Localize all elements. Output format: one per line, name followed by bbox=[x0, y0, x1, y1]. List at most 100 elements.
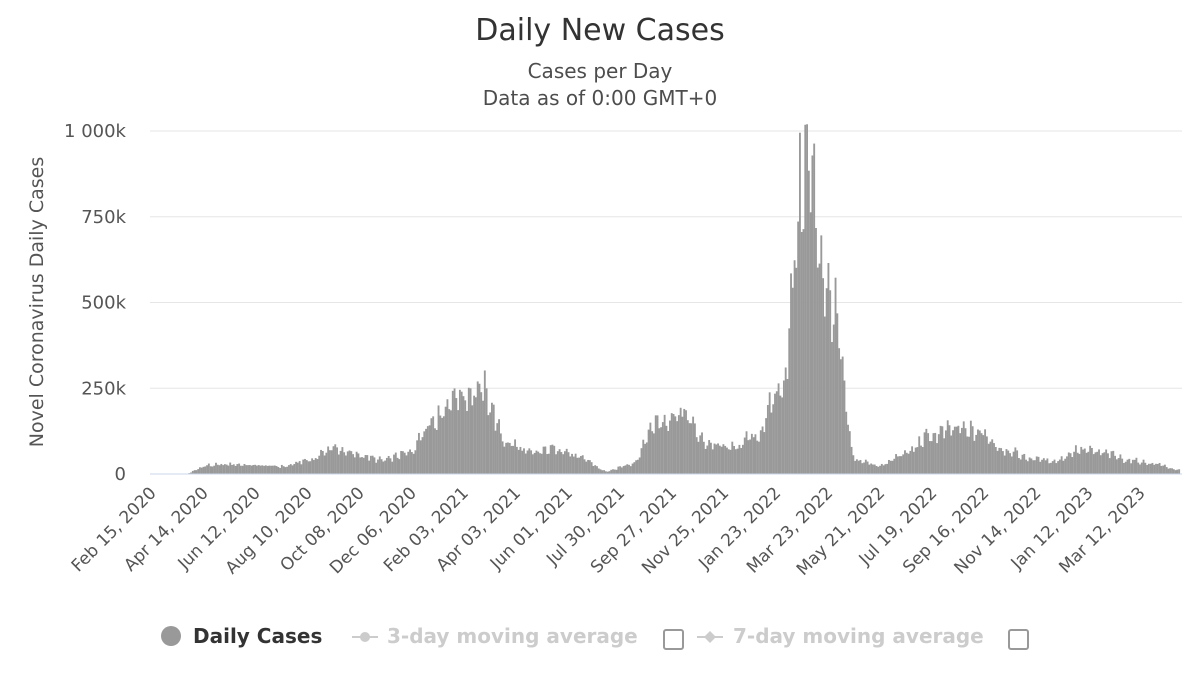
daily-cases-bar[interactable] bbox=[384, 460, 387, 474]
daily-cases-bar[interactable] bbox=[998, 447, 1001, 474]
daily-cases-bar[interactable] bbox=[498, 419, 500, 474]
daily-cases-bar[interactable] bbox=[426, 426, 429, 474]
daily-cases-bar[interactable] bbox=[879, 465, 881, 474]
daily-cases-bar[interactable] bbox=[261, 465, 264, 474]
daily-cases-bar[interactable] bbox=[1066, 456, 1068, 474]
daily-cases-bar[interactable] bbox=[207, 463, 210, 474]
daily-cases-bar[interactable] bbox=[968, 436, 971, 474]
daily-cases-bar[interactable] bbox=[255, 465, 258, 474]
daily-cases-bar[interactable] bbox=[393, 454, 395, 474]
daily-cases-bar[interactable] bbox=[756, 440, 759, 474]
daily-cases-bar[interactable] bbox=[302, 459, 305, 474]
daily-cases-bar[interactable] bbox=[635, 460, 638, 474]
daily-cases-bar[interactable] bbox=[645, 442, 648, 474]
daily-cases-bar[interactable] bbox=[889, 460, 892, 474]
daily-cases-bar[interactable] bbox=[629, 466, 632, 474]
daily-cases-bar[interactable] bbox=[690, 423, 693, 474]
daily-cases-bar[interactable] bbox=[1062, 460, 1065, 474]
daily-cases-bar[interactable] bbox=[763, 432, 766, 474]
daily-cases-bar[interactable] bbox=[631, 463, 634, 474]
daily-cases-bar[interactable] bbox=[608, 471, 611, 474]
daily-cases-bar[interactable] bbox=[524, 453, 527, 474]
daily-cases-bar[interactable] bbox=[1016, 450, 1019, 474]
daily-cases-bar[interactable] bbox=[1082, 449, 1084, 474]
daily-cases-bar[interactable] bbox=[357, 453, 360, 474]
daily-cases-bar[interactable] bbox=[758, 441, 760, 474]
daily-cases-bar[interactable] bbox=[1112, 450, 1115, 474]
daily-cases-bar[interactable] bbox=[1089, 445, 1092, 474]
daily-cases-bar[interactable] bbox=[718, 445, 721, 474]
daily-cases-bar[interactable] bbox=[701, 432, 703, 474]
daily-cases-bar[interactable] bbox=[222, 465, 225, 474]
daily-cases-bar[interactable] bbox=[651, 431, 654, 474]
daily-cases-bar[interactable] bbox=[234, 465, 237, 474]
daily-cases-bar[interactable] bbox=[576, 457, 579, 474]
daily-cases-bar[interactable] bbox=[848, 431, 851, 474]
daily-cases-bar[interactable] bbox=[366, 455, 369, 474]
daily-cases-bar[interactable] bbox=[272, 465, 274, 474]
daily-cases-bar[interactable] bbox=[829, 290, 832, 474]
daily-cases-bar[interactable] bbox=[270, 465, 273, 474]
daily-cases-bar[interactable] bbox=[1071, 457, 1074, 474]
daily-cases-bar[interactable] bbox=[450, 410, 452, 474]
daily-cases-bar[interactable] bbox=[786, 378, 789, 474]
daily-cases-bar[interactable] bbox=[743, 437, 746, 474]
daily-cases-bar[interactable] bbox=[953, 426, 956, 474]
daily-cases-bar[interactable] bbox=[761, 426, 764, 475]
daily-cases-bar[interactable] bbox=[724, 445, 727, 474]
daily-cases-bar[interactable] bbox=[660, 427, 663, 474]
legend-item-daily-cases[interactable]: Daily Cases bbox=[161, 624, 322, 648]
daily-cases-bar[interactable] bbox=[400, 450, 403, 474]
daily-cases-bar[interactable] bbox=[754, 434, 757, 474]
daily-cases-bar[interactable] bbox=[636, 459, 639, 474]
daily-cases-bar[interactable] bbox=[620, 467, 623, 474]
daily-cases-bar[interactable] bbox=[361, 457, 363, 474]
daily-cases-bar[interactable] bbox=[985, 436, 988, 474]
daily-cases-bar[interactable] bbox=[1025, 459, 1027, 474]
daily-cases-bar[interactable] bbox=[213, 465, 216, 474]
daily-cases-bar[interactable] bbox=[218, 465, 221, 474]
daily-cases-bar[interactable] bbox=[994, 447, 997, 474]
daily-cases-bar[interactable] bbox=[512, 445, 515, 474]
daily-cases-bar[interactable] bbox=[1133, 459, 1136, 474]
daily-cases-bar[interactable] bbox=[1051, 461, 1054, 474]
daily-cases-bar[interactable] bbox=[305, 460, 308, 474]
daily-cases-bar[interactable] bbox=[1103, 452, 1106, 474]
daily-cases-bar[interactable] bbox=[1107, 453, 1109, 474]
daily-cases-bar[interactable] bbox=[845, 411, 848, 474]
daily-cases-bar[interactable] bbox=[348, 450, 351, 474]
daily-cases-bar[interactable] bbox=[254, 464, 257, 474]
daily-cases-bar[interactable] bbox=[989, 441, 992, 474]
daily-cases-bar[interactable] bbox=[1124, 461, 1127, 474]
daily-cases-bar[interactable] bbox=[353, 457, 356, 474]
daily-cases-bar[interactable] bbox=[1114, 455, 1116, 474]
daily-cases-bar[interactable] bbox=[831, 342, 833, 474]
daily-cases-bar[interactable] bbox=[437, 405, 440, 474]
daily-cases-bar[interactable] bbox=[1178, 469, 1181, 474]
daily-cases-bar[interactable] bbox=[638, 457, 641, 474]
daily-cases-bar[interactable] bbox=[581, 455, 584, 474]
daily-cases-bar[interactable] bbox=[555, 454, 557, 474]
daily-cases-bar[interactable] bbox=[544, 446, 547, 474]
daily-cases-bar[interactable] bbox=[597, 468, 600, 474]
daily-cases-bar[interactable] bbox=[644, 443, 646, 474]
daily-cases-bar[interactable] bbox=[507, 442, 509, 474]
daily-cases-bar[interactable] bbox=[220, 463, 223, 474]
daily-cases-bar[interactable] bbox=[430, 418, 433, 474]
daily-cases-bar[interactable] bbox=[877, 466, 880, 474]
daily-cases-bar[interactable] bbox=[583, 459, 586, 474]
daily-cases-bar[interactable] bbox=[693, 423, 696, 474]
daily-cases-bar[interactable] bbox=[818, 263, 821, 474]
daily-cases-bar[interactable] bbox=[797, 221, 800, 474]
daily-cases-bar[interactable] bbox=[827, 263, 830, 474]
daily-cases-bar[interactable] bbox=[336, 447, 338, 474]
daily-cases-bar[interactable] bbox=[1009, 453, 1011, 474]
daily-cases-bar[interactable] bbox=[667, 430, 670, 474]
daily-cases-bar[interactable] bbox=[706, 445, 709, 474]
daily-cases-bar[interactable] bbox=[864, 459, 867, 474]
daily-cases-bar[interactable] bbox=[1108, 458, 1111, 474]
daily-cases-bar[interactable] bbox=[880, 463, 883, 474]
daily-cases-bar[interactable] bbox=[1096, 451, 1099, 474]
daily-cases-bar[interactable] bbox=[547, 453, 550, 474]
daily-cases-bar[interactable] bbox=[669, 420, 671, 474]
